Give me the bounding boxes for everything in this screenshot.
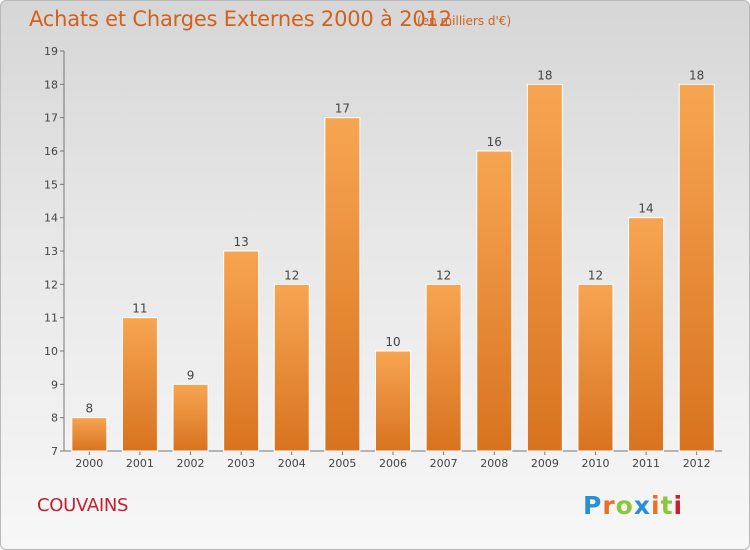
logo-letter: r (602, 491, 616, 520)
commune-name: COUVAINS (37, 495, 129, 516)
y-tick-label: 11 (44, 312, 58, 325)
y-tick-label: 16 (44, 145, 58, 158)
bar-2012 (678, 83, 715, 452)
bar-2006 (375, 350, 411, 452)
y-tick-label: 12 (44, 278, 58, 291)
bar-2008 (476, 150, 513, 452)
y-tick-label: 8 (51, 412, 58, 425)
data-label-2010: 12 (588, 268, 603, 282)
bar-2005 (324, 117, 361, 452)
data-label-2004: 12 (284, 268, 299, 282)
data-label-2006: 10 (385, 335, 400, 349)
data-label-2001: 11 (132, 302, 147, 316)
bar-2010 (577, 283, 614, 452)
x-tick-label: 2001 (126, 457, 154, 470)
bar-2004 (273, 283, 310, 452)
proxiti-logo[interactable]: Proxiti (583, 491, 683, 520)
y-tick-label: 9 (51, 378, 58, 391)
y-tick-label: 14 (44, 212, 58, 225)
data-label-2003: 13 (234, 235, 249, 249)
bar-2007 (425, 283, 462, 452)
y-tick-label: 17 (44, 112, 58, 125)
chart-subtitle: (en milliers d'€) (417, 14, 512, 28)
x-tick-label: 2000 (75, 457, 103, 470)
data-label-2008: 16 (487, 135, 502, 149)
y-tick-label: 10 (44, 345, 58, 358)
chart-axes: 7 8 9 10 11 12 13 14 15 16 17 18 19 2000 2001 2002 2003 2… (44, 45, 722, 470)
logo-letter: x (633, 491, 651, 520)
chart-title: Achats et Charges Externes 2000 à 2012 (29, 7, 452, 31)
x-tick-label: 2009 (531, 457, 559, 470)
logo-letter: i (673, 491, 684, 520)
data-label-2007: 12 (436, 268, 451, 282)
data-label-2012: 18 (689, 68, 704, 82)
y-tick-label: 7 (51, 445, 58, 458)
logo-letter: o (615, 491, 634, 520)
y-tick-label: 15 (44, 178, 58, 191)
bar-2001 (121, 317, 158, 452)
x-tick-label: 2006 (379, 457, 407, 470)
x-tick-label: 2002 (177, 457, 205, 470)
chart-data-labels: 8 11 9 13 12 17 10 12 16 18 12 14 18 (85, 68, 704, 415)
y-tick-label: 18 (44, 78, 58, 91)
logo-letter: P (583, 491, 603, 520)
chart-bars (71, 83, 715, 452)
bar-2009 (526, 83, 563, 452)
x-tick-label: 2011 (632, 457, 660, 470)
data-label-2011: 14 (638, 202, 653, 216)
x-tick-label: 2012 (683, 457, 711, 470)
data-label-2005: 17 (335, 102, 350, 116)
x-tick-label: 2005 (328, 457, 356, 470)
y-tick-label: 13 (44, 245, 58, 258)
x-tick-label: 2010 (581, 457, 609, 470)
bar-2011 (628, 217, 665, 452)
bar-2000 (71, 417, 108, 452)
y-tick-label: 19 (44, 45, 58, 58)
x-tick-label: 2007 (430, 457, 458, 470)
data-label-2002: 9 (187, 368, 195, 382)
bar-2003 (223, 250, 260, 452)
logo-letter: t (660, 491, 674, 520)
data-label-2009: 18 (537, 68, 552, 82)
logo-letter: i (651, 491, 661, 520)
x-tick-label: 2003 (227, 457, 255, 470)
data-label-2000: 8 (85, 402, 93, 416)
bar-2002 (172, 383, 209, 452)
x-tick-label: 2008 (480, 457, 508, 470)
x-tick-label: 2004 (278, 457, 306, 470)
